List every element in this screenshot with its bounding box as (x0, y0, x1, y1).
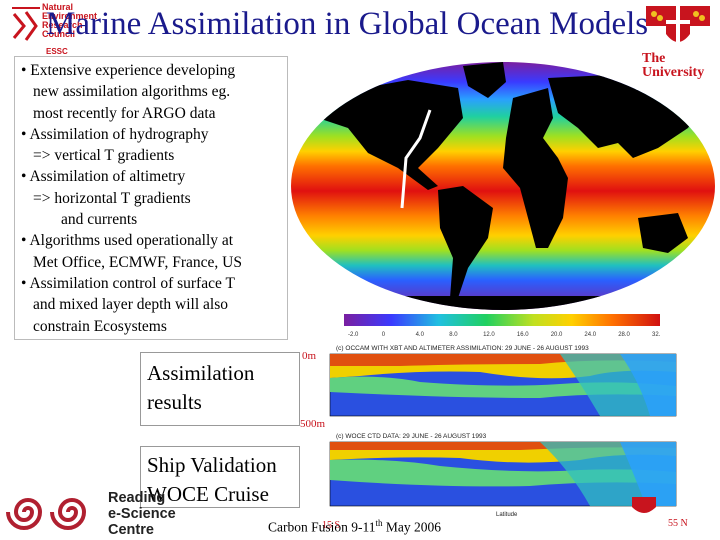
reading-line: Centre (108, 522, 154, 538)
nerc-line: Environment (42, 11, 98, 21)
nerc-logo-icon (12, 7, 40, 41)
footer-text: Carbon Fusion 9-11th May 2006 (268, 518, 441, 536)
university-line: The (642, 51, 666, 66)
reading-esc-name: Reading e-Science Centre (108, 490, 176, 538)
colorbar-tick-label: 28.0 (618, 332, 630, 338)
bullet-line: => vertical T gradients (33, 147, 175, 165)
bullet-line: and currents (61, 211, 138, 229)
nerc-name: Natural Environment Research Council (42, 3, 97, 39)
depth-top-label: 0m (302, 350, 317, 362)
nerc-line: Research (42, 20, 83, 30)
university-line: University (642, 65, 705, 80)
bullet-line: most recently for ARGO data (33, 104, 216, 122)
nerc-line: Natural (42, 2, 74, 12)
colorbar-tick-label: 0 (382, 332, 386, 338)
latitude-start-label: 15 S (322, 520, 341, 531)
bullet-line: => horizontal T gradients (33, 189, 191, 207)
university-crest-icon (646, 6, 710, 42)
land-africa (503, 88, 568, 248)
assimilation-section-plot: (c) OCCAM WITH XBT AND ALTIMETER ASSIMIL… (329, 345, 677, 417)
woce-section-plot: (c) WOCE CTD DATA: 29 JUNE - 26 AUGUST 1… (329, 433, 677, 518)
colorbar-tick-label: 32.0 (652, 332, 660, 338)
colorbar-tick-label: 20.0 (551, 332, 563, 338)
latitude-axis-label: Latitude (496, 512, 518, 518)
footer-main: Carbon Fusion 9-11 (268, 519, 376, 535)
bullet-line: Met Office, ECMWF, France, US (33, 253, 242, 271)
label-line: results (147, 390, 202, 414)
assimilation-results-label: Assimilation results (140, 352, 300, 426)
reading-spiral-logo-icon (6, 498, 87, 530)
colorbar-tick-label: 12.0 (483, 332, 495, 338)
latitude-end-label: 55 N (668, 518, 688, 529)
cruise-track (400, 109, 432, 209)
colorbar-tick-label: 4.0 (416, 332, 425, 338)
bullet-line: • Extensive experience developing (21, 62, 236, 79)
footer-rest: May 2006 (382, 519, 442, 535)
ocean-temperature-map (291, 62, 715, 310)
colorbar-tick-label: 8.0 (449, 332, 458, 338)
university-crest-small-icon (632, 497, 656, 513)
bullet-line: • Assimilation of hydrography (21, 125, 209, 143)
colorbar-scale (344, 314, 660, 326)
land-greenland (463, 62, 506, 98)
section2-plot-title: (c) WOCE CTD DATA: 29 JUNE - 26 AUGUST 1… (336, 433, 487, 440)
colorbar-tick-label: 24.0 (584, 332, 596, 338)
bullet-line: • Algorithms used operationally at (21, 232, 234, 250)
label-line: Assimilation (147, 361, 255, 385)
nerc-line: Council (42, 29, 75, 39)
essc-label: ESSC (46, 47, 68, 56)
reading-line: Reading (108, 490, 166, 506)
ship-validation-label: Ship Validation WOCE Cruise (140, 446, 300, 508)
footer-sup: th (375, 518, 383, 528)
bullet-line: constrain Ecosystems (33, 317, 167, 335)
land-south-america (438, 186, 493, 298)
bullet-line: • Assimilation control of surface T (21, 274, 235, 292)
bullet-line: and mixed layer depth will also (33, 296, 228, 314)
land-australia (638, 213, 688, 253)
colorbar: -2.0 0 4.0 8.0 12.0 16.0 20.0 24.0 28.0 32.0 (344, 314, 660, 338)
bullet-line: • Assimilation of altimetry (21, 168, 186, 186)
section1-plot-title: (c) OCCAM WITH XBT AND ALTIMETER ASSIMIL… (336, 345, 589, 352)
reading-line: e-Science (108, 506, 176, 522)
bullet-line: new assimilation algorithms eg. (33, 83, 231, 101)
colorbar-tick-label: 16.0 (517, 332, 529, 338)
label-line: WOCE Cruise (147, 482, 269, 506)
land-north-america (308, 80, 463, 190)
university-name: The University (642, 52, 704, 80)
bullet-list: • Extensive experience developing new ass… (14, 56, 288, 340)
depth-bottom-label: 500m (300, 418, 326, 430)
label-line: Ship Validation (147, 453, 277, 477)
page-title: Marine Assimilation in Global Ocean Mode… (46, 6, 649, 42)
colorbar-tick-label: -2.0 (348, 332, 359, 338)
